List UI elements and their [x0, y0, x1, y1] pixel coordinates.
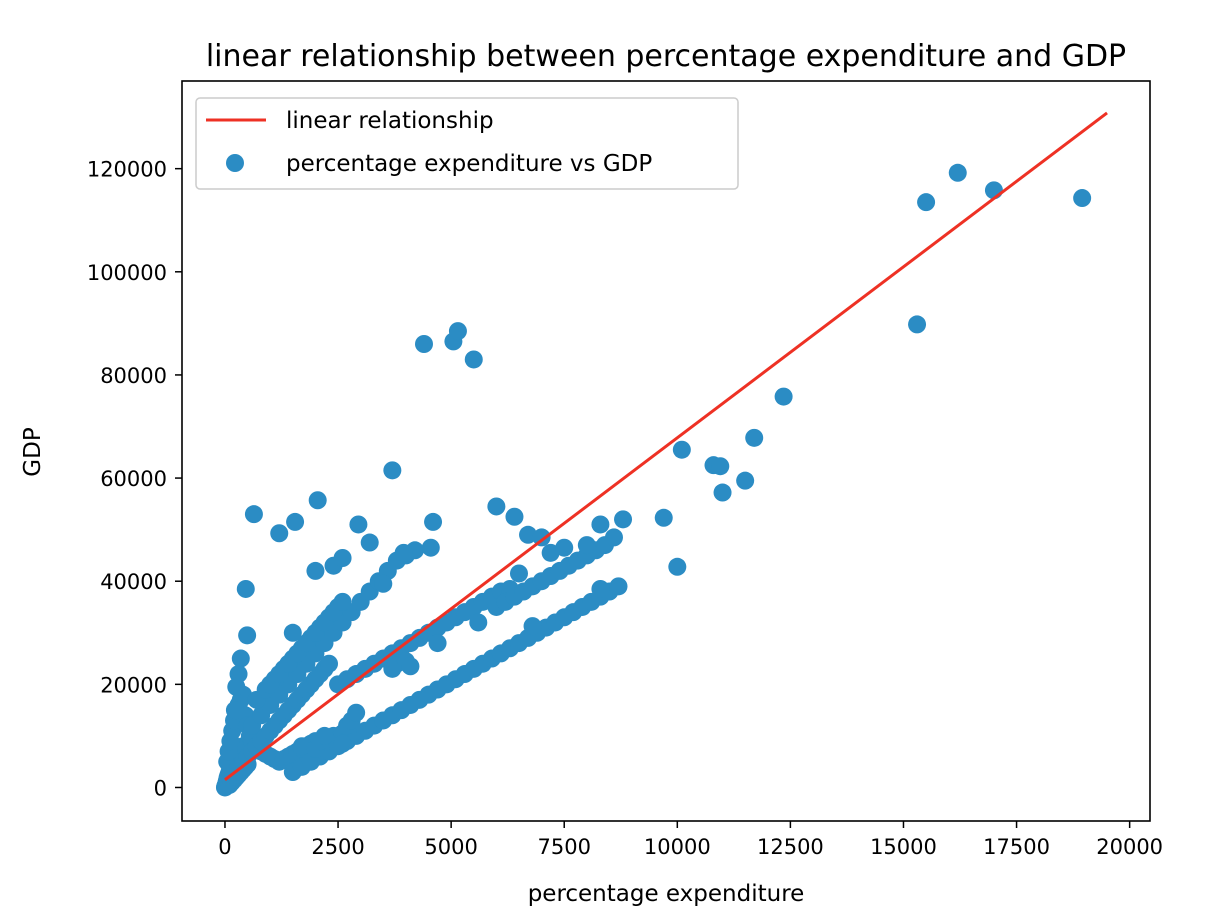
data-point [745, 428, 764, 447]
y-tick-label: 20000 [100, 673, 167, 697]
data-point [672, 440, 691, 459]
y-tick-label: 40000 [100, 570, 167, 594]
x-axis-label: percentage expenditure [528, 881, 805, 907]
data-point [509, 564, 528, 583]
data-point [604, 528, 623, 547]
data-point [383, 461, 402, 480]
data-point [713, 483, 732, 502]
data-point [614, 510, 633, 529]
data-point [555, 538, 574, 557]
data-point [591, 515, 610, 534]
data-point [360, 533, 379, 552]
data-point [236, 579, 255, 598]
data-point [519, 525, 538, 544]
legend-entry-scatter: percentage expenditure vs GDP [286, 151, 652, 177]
x-tick-label: 7500 [537, 835, 590, 859]
data-point [532, 528, 551, 547]
data-point [487, 497, 506, 516]
axes-frame [181, 80, 1151, 822]
data-point [333, 734, 352, 753]
data-point [917, 193, 936, 212]
data-point [523, 617, 542, 636]
x-tick-label: 20000 [1096, 835, 1163, 859]
data-point [333, 592, 352, 611]
data-point [415, 335, 433, 353]
plot-area: 0 2500 5000 7500 10000 12500 15000 17500 20000 0 2… [87, 80, 1163, 859]
data-point [609, 577, 628, 596]
legend-marker-swatch [226, 154, 244, 172]
data-point [347, 703, 366, 722]
data-point [349, 515, 368, 534]
regression-line [224, 111, 1108, 781]
y-tick-label: 80000 [100, 364, 167, 388]
data-point [711, 457, 730, 476]
data-point [315, 726, 334, 745]
data-point [577, 536, 596, 555]
data-point [333, 549, 352, 567]
data-point [424, 512, 443, 531]
chart-title: linear relationship between percentage e… [206, 39, 1126, 74]
x-tick-label: 10000 [644, 835, 711, 859]
legend-box [195, 97, 739, 190]
data-point [231, 649, 250, 668]
x-tick-label: 12500 [757, 835, 824, 859]
data-point [736, 471, 755, 490]
data-point [774, 387, 793, 406]
data-point [238, 626, 257, 645]
legend-entry-line: linear relationship [286, 108, 494, 134]
data-point [292, 737, 311, 756]
data-point [421, 538, 440, 557]
data-point [286, 512, 305, 531]
y-tick-label: 120000 [87, 158, 167, 182]
data-point [541, 543, 560, 562]
data-point [306, 561, 325, 580]
data-point [1073, 189, 1092, 208]
y-axis-label: GDP [20, 427, 46, 477]
x-tick-label: 17500 [983, 835, 1050, 859]
data-point [401, 657, 420, 676]
x-tick-label: 15000 [870, 835, 937, 859]
y-tick-label: 60000 [100, 467, 167, 491]
data-point [244, 505, 263, 524]
data-point [464, 350, 483, 369]
y-tick-label: 0 [154, 776, 167, 800]
data-point [227, 677, 246, 696]
data-point [270, 524, 289, 543]
data-point [283, 623, 302, 642]
data-point [908, 315, 927, 334]
data-point [225, 701, 244, 720]
legend: linear relationship percentage expenditu… [195, 97, 739, 190]
data-point [948, 163, 967, 182]
data-point [428, 634, 447, 653]
data-point [394, 543, 413, 562]
data-point [668, 557, 687, 576]
data-point [374, 574, 393, 593]
y-tick-label: 100000 [87, 261, 167, 285]
x-tick-label: 2500 [311, 835, 364, 859]
data-point [320, 654, 339, 673]
data-point [308, 491, 327, 510]
x-tick-label: 0 [218, 835, 231, 859]
data-point [469, 613, 488, 632]
x-tick-label: 5000 [424, 835, 477, 859]
data-point [591, 579, 610, 598]
data-point [448, 322, 467, 341]
data-point [654, 508, 673, 527]
data-point [505, 507, 524, 526]
